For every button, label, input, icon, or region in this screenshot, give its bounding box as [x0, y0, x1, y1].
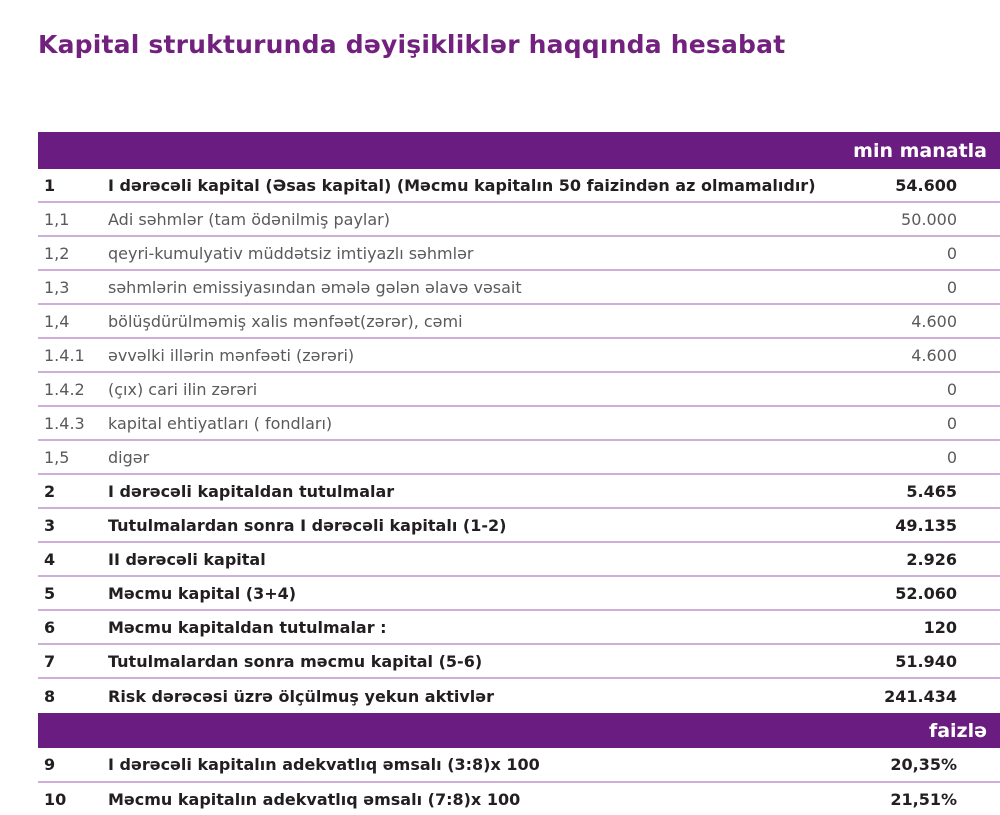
row-number: 6: [44, 617, 56, 637]
row-label: Məcmu kapital (3+4): [108, 583, 297, 603]
row-label: (çıx) cari ilin zərəri: [108, 379, 258, 399]
row-label: I dərəcəli kapital (Əsas kapital) (Məcmu…: [108, 175, 816, 195]
row-value: 0: [946, 413, 957, 433]
row-number: 1,1: [44, 209, 70, 229]
table-row: 2 I dərəcəli kapitaldan tutulmalar 5.465: [38, 475, 1000, 509]
row-label: Məcmu kapitaldan tutulmalar :: [108, 617, 387, 637]
row-value: 120: [923, 617, 957, 637]
row-value: 50.000: [901, 209, 957, 229]
row-number: 2: [44, 481, 56, 501]
row-value: 0: [946, 379, 957, 399]
table-row: 10 Məcmu kapitalın adekvatlıq əmsalı (7:…: [38, 783, 1000, 815]
table-row: 3 Tutulmalardan sonra I dərəcəli kapital…: [38, 509, 1000, 543]
row-number: 1.4.3: [44, 413, 85, 433]
table-row: 1,1 Adi səhmlər (tam ödənilmiş paylar) 5…: [38, 203, 1000, 237]
row-label: qeyri-kumulyativ müddətsiz imtiyazlı səh…: [108, 243, 474, 263]
table-row: 7 Tutulmalardan sonra məcmu kapital (5-6…: [38, 645, 1000, 679]
row-label: I dərəcəli kapitalın adekvatlıq əmsalı (…: [108, 755, 540, 774]
row-label: Məcmu kapitalın adekvatlıq əmsalı (7:8)x…: [108, 790, 521, 809]
row-number: 1: [44, 175, 56, 195]
row-value: 241.434: [884, 686, 957, 706]
row-value: 49.135: [895, 515, 957, 535]
table-row: 1.4.2 (çıx) cari ilin zərəri 0: [38, 373, 1000, 407]
table-row: 5 Məcmu kapital (3+4) 52.060: [38, 577, 1000, 611]
row-number: 4: [44, 549, 56, 569]
row-value: 4.600: [911, 311, 957, 331]
row-value: 5.465: [906, 481, 957, 501]
row-label: səhmlərin emissiyasından əmələ gələn əla…: [108, 277, 522, 297]
row-number: 1.4.2: [44, 379, 85, 399]
row-label: Tutulmalardan sonra məcmu kapital (5-6): [108, 651, 483, 671]
table-row: 1.4.3 kapital ehtiyatları ( fondları) 0: [38, 407, 1000, 441]
row-number: 5: [44, 583, 56, 603]
row-number: 1,2: [44, 243, 70, 263]
row-value: 20,35%: [890, 755, 957, 774]
row-number: 9: [44, 755, 56, 774]
table-row: 4 II dərəcəli kapital 2.926: [38, 543, 1000, 577]
row-number: 1,3: [44, 277, 70, 297]
row-number: 1,4: [44, 311, 70, 331]
row-number: 3: [44, 515, 56, 535]
percent-header-bar: faizlə: [38, 713, 1000, 748]
report-page: Kapital strukturunda dəyişikliklər haqqı…: [0, 30, 1000, 815]
row-label: kapital ehtiyatları ( fondları): [108, 413, 333, 433]
table-row: 8 Risk dərəcəsi üzrə ölçülmuş yekun akti…: [38, 679, 1000, 713]
percent-header-label: faizlə: [928, 719, 987, 742]
table-row: 1,2 qeyri-kumulyativ müddətsiz imtiyazlı…: [38, 237, 1000, 271]
row-value: 0: [946, 447, 957, 467]
row-label: II dərəcəli kapital: [108, 549, 266, 569]
table-row: 9 I dərəcəli kapitalın adekvatlıq əmsalı…: [38, 748, 1000, 783]
row-value: 2.926: [906, 549, 957, 569]
row-value: 21,51%: [890, 790, 957, 809]
table-row: 1,4 bölüşdürülməmiş xalis mənfəət(zərər)…: [38, 305, 1000, 339]
row-number: 7: [44, 651, 56, 671]
row-number: 8: [44, 686, 56, 706]
table-row: 1.4.1 əvvəlki illərin mənfəəti (zərəri) …: [38, 339, 1000, 373]
table-row: 1,5 digər 0: [38, 441, 1000, 475]
page-title: Kapital strukturunda dəyişikliklər haqqı…: [38, 30, 786, 59]
row-label: I dərəcəli kapitaldan tutulmalar: [108, 481, 395, 501]
table-header-bar: min manatla: [38, 132, 1000, 169]
row-number: 10: [44, 790, 67, 809]
row-label: Adi səhmlər (tam ödənilmiş paylar): [108, 209, 390, 229]
row-label: Risk dərəcəsi üzrə ölçülmuş yekun aktivl…: [108, 686, 495, 706]
row-label: digər: [108, 447, 150, 467]
row-value: 51.940: [895, 651, 957, 671]
table-row: 1 I dərəcəli kapital (Əsas kapital) (Məc…: [38, 169, 1000, 203]
row-value: 52.060: [895, 583, 957, 603]
row-value: 54.600: [895, 175, 957, 195]
row-label: əvvəlki illərin mənfəəti (zərəri): [108, 345, 355, 365]
unit-header-label: min manatla: [853, 139, 987, 162]
table-row: 1,3 səhmlərin emissiyasından əmələ gələn…: [38, 271, 1000, 305]
row-number: 1,5: [44, 447, 70, 467]
table-row: 6 Məcmu kapitaldan tutulmalar : 120: [38, 611, 1000, 645]
row-value: 0: [946, 277, 957, 297]
row-value: 0: [946, 243, 957, 263]
row-value: 4.600: [911, 345, 957, 365]
row-label: Tutulmalardan sonra I dərəcəli kapitalı …: [108, 515, 507, 535]
row-number: 1.4.1: [44, 345, 85, 365]
capital-structure-table: min manatla 1 I dərəcəli kapital (Əsas k…: [38, 132, 1000, 815]
row-label: bölüşdürülməmiş xalis mənfəət(zərər), cə…: [108, 311, 463, 331]
